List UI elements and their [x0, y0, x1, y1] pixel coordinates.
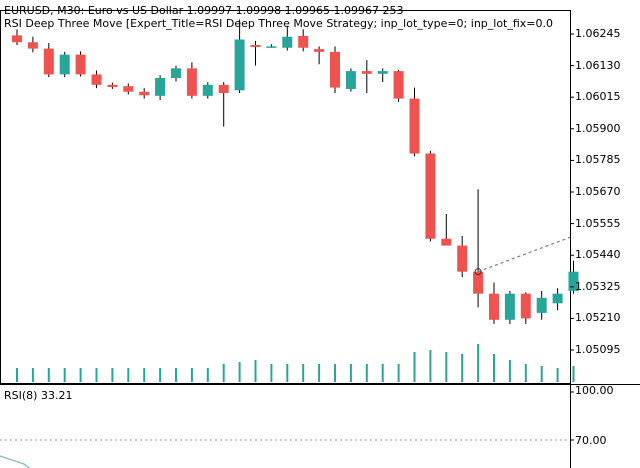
candle-body-bear — [298, 35, 309, 48]
volume-layer — [16, 344, 575, 382]
price-label: 1.05325 — [575, 279, 621, 293]
candle-body-bear — [27, 42, 38, 49]
candle-body-bear — [12, 35, 22, 43]
chart-symbol-header: EURUSD, M30: Euro vs US Dollar 1.09997 1… — [4, 4, 404, 17]
price-label: 1.06015 — [575, 90, 621, 104]
candle-body-bear — [409, 98, 420, 154]
main-panel-frame — [0, 10, 571, 384]
price-label: 1.05210 — [575, 311, 621, 325]
candle-body-bull — [568, 271, 579, 291]
candle-body-bull — [552, 293, 563, 304]
candle-body-bear — [43, 48, 54, 75]
rsi-layer — [0, 391, 574, 468]
candle-body-bear — [91, 74, 102, 85]
candle-body-bull — [234, 39, 245, 91]
candle-body-bear — [361, 71, 372, 74]
price-label: 1.06130 — [575, 58, 621, 72]
candle-body-bull — [282, 36, 293, 48]
candle-body-bull — [202, 84, 213, 96]
candle-body-bear — [139, 91, 150, 96]
candle-body-bear — [457, 245, 468, 272]
rsi-title: RSI(8) 33.21 — [4, 389, 73, 402]
candle-body-bull — [155, 77, 166, 96]
candle-body-bear — [107, 84, 118, 88]
candle-body-bull — [345, 71, 356, 89]
candle-body-bear — [489, 293, 499, 320]
candle-body-bear — [441, 238, 452, 246]
price-label: 1.05900 — [575, 121, 621, 135]
candle-body-bear — [250, 44, 261, 47]
trade-connector-line — [477, 236, 571, 273]
candle-body-bull — [536, 297, 547, 313]
candle-body-bull — [266, 46, 277, 48]
candle-body-bull — [171, 68, 181, 78]
candle-body-bear — [393, 71, 404, 99]
expert-advisor-header: RSI Deep Three Move [Expert_Title=RSI De… — [4, 17, 554, 30]
candle-body-bear — [473, 271, 484, 294]
candle-body-bull — [59, 54, 70, 75]
candle-body-bull — [377, 71, 388, 74]
rsi-line — [0, 455, 31, 468]
candles-layer — [12, 19, 579, 324]
candle-body-bear — [520, 293, 531, 319]
price-label: 1.05440 — [575, 248, 621, 262]
candle-body-bear — [330, 51, 340, 88]
price-label: 1.05095 — [575, 343, 621, 356]
price-label: 1.05670 — [575, 185, 621, 198]
candle-body-bear — [218, 84, 229, 94]
candle-body-bear — [314, 49, 325, 52]
price-ticks — [570, 33, 574, 351]
price-label: 1.05555 — [575, 216, 621, 230]
trade-entry-marker — [474, 268, 482, 276]
candle-body-bear — [75, 54, 86, 75]
rsi-label-100: 100.00 — [575, 384, 614, 397]
price-label: 1.06245 — [575, 27, 621, 40]
rsi-label-70: 70.00 — [575, 434, 607, 447]
candle-body-bear — [123, 86, 134, 92]
candle-body-bull — [504, 293, 515, 320]
candle-body-bear — [425, 153, 436, 239]
price-label: 1.05785 — [575, 153, 621, 167]
candle-body-bear — [186, 68, 197, 96]
